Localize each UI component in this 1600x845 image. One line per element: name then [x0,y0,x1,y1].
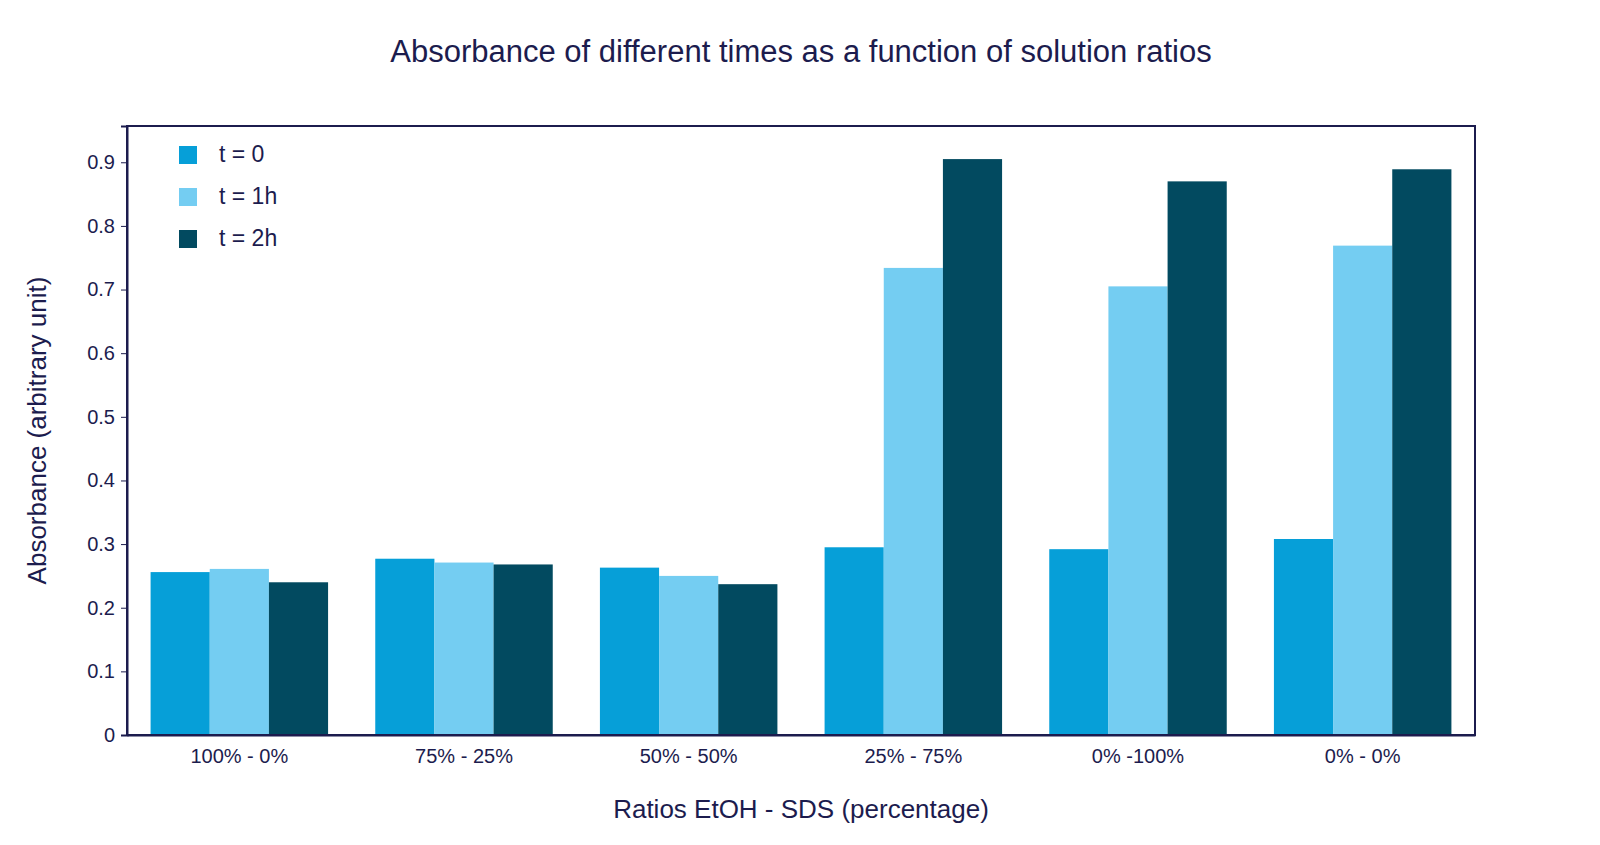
y-tick: 0.5 [87,406,127,428]
bar [494,564,553,735]
y-tick: 0.8 [87,215,127,237]
x-tick: 0% - 0% [1325,735,1401,767]
bar [1049,549,1108,735]
y-tick: 0.6 [87,342,127,364]
legend-swatch [179,230,197,248]
x-tick: 100% - 0% [190,735,288,767]
bar [375,559,434,735]
bar [210,569,269,735]
chart-title: Absorbance of different times as a funct… [390,34,1211,69]
bar [1168,181,1227,735]
bar [1392,169,1451,735]
bar [1333,246,1392,735]
bar [151,572,210,735]
bar [943,159,1002,735]
y-tick: 0.9 [87,151,127,173]
y-axis-title: Absorbance (arbitrary unit) [22,277,52,585]
bars [151,159,1452,735]
y-tick: 0 [104,724,127,746]
y-tick: 0.1 [87,660,127,682]
bar [1274,539,1333,735]
legend-item: t = 1h [179,183,277,209]
legend-label: t = 1h [219,183,277,209]
legend-swatch [179,188,197,206]
bar [825,547,884,735]
x-axis-title: Ratios EtOH - SDS (percentage) [613,794,989,824]
legend-item: t = 0 [179,141,264,167]
legend: t = 0 t = 1h t = 2h [179,141,277,251]
x-tick: 75% - 25% [415,735,513,767]
legend-item: t = 2h [179,225,277,251]
y-tick: 0.7 [87,278,127,300]
x-tick-label: 0% -100% [1092,745,1184,767]
legend-label: t = 0 [219,141,264,167]
y-tick-label: 0.4 [87,469,115,491]
x-tick: 25% - 75% [864,735,962,767]
bar [659,576,718,735]
x-tick: 0% -100% [1092,735,1184,767]
x-tick-label: 50% - 50% [640,745,738,767]
y-tick-label: 0.6 [87,342,115,364]
y-tick-label: 0.3 [87,533,115,555]
x-tick-label: 25% - 75% [864,745,962,767]
bar [434,563,493,735]
bar [884,268,943,735]
plot-frame [127,126,1475,735]
bar [718,584,777,735]
y-tick: 0.2 [87,597,127,619]
x-tick-label: 75% - 25% [415,745,513,767]
y-tick: 0.4 [87,469,127,491]
x-tick-label: 0% - 0% [1325,745,1401,767]
y-axis: 0 0.1 0.2 0.3 0.4 0.5 0.6 0.7 0.8 0.9 [87,127,127,746]
x-axis: 100% - 0% 75% - 25% 50% - 50% 25% - 75% 0% -… [128,735,1476,767]
y-tick: 0.3 [87,533,127,555]
y-tick-label: 0.1 [87,660,115,682]
y-tick-label: 0.2 [87,597,115,619]
y-tick-label: 0.5 [87,406,115,428]
legend-swatch [179,146,197,164]
bar [600,568,659,735]
x-tick: 50% - 50% [640,735,738,767]
bar [1108,286,1167,735]
y-tick-label: 0 [104,724,115,746]
bar [269,582,328,735]
y-tick-label: 0.8 [87,215,115,237]
y-tick-label: 0.9 [87,151,115,173]
y-tick-label: 0.7 [87,278,115,300]
legend-label: t = 2h [219,225,277,251]
x-tick-label: 100% - 0% [190,745,288,767]
plot: 0 0.1 0.2 0.3 0.4 0.5 0.6 0.7 0.8 0.9 100% - 0% 75%… [87,126,1475,767]
